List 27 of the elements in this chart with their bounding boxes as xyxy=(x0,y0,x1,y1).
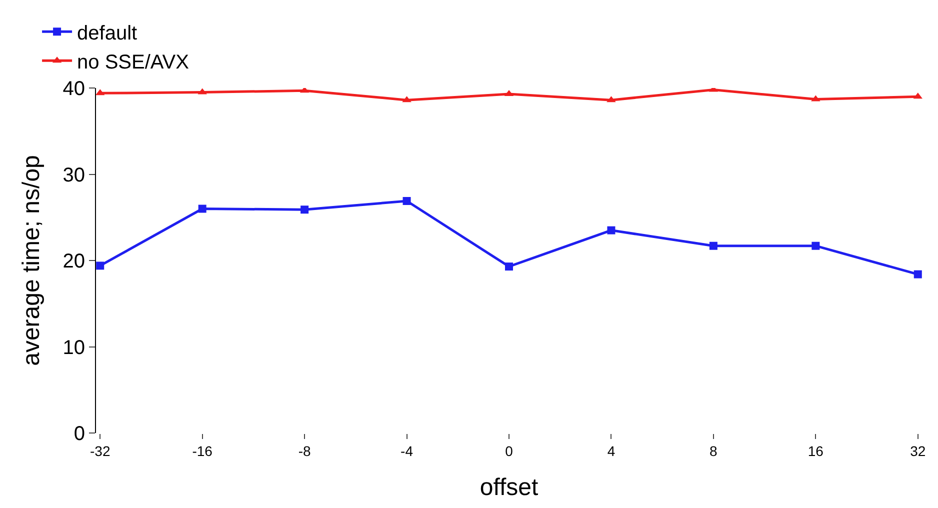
x-tick-label: -16 xyxy=(192,442,213,459)
legend-label: default xyxy=(77,22,138,44)
x-tick-label: 4 xyxy=(607,442,616,459)
legend-label: no SSE/AVX xyxy=(77,51,189,74)
point xyxy=(607,226,616,234)
point xyxy=(914,270,922,278)
y-tick-label: 30 xyxy=(62,164,85,186)
x-tick-label: 32 xyxy=(910,442,926,459)
y-axis-title: average time; ns/op xyxy=(18,155,45,366)
point xyxy=(402,196,411,205)
y-tick-label: 20 xyxy=(62,250,85,272)
point xyxy=(300,206,309,214)
x-tick-label: 8 xyxy=(710,442,718,459)
x-tick-label: -32 xyxy=(90,442,110,459)
point xyxy=(505,262,513,271)
point xyxy=(812,242,820,250)
y-tick-label: 40 xyxy=(62,78,85,100)
x-tick-label: 0 xyxy=(505,442,514,459)
y-tick-label: 10 xyxy=(62,336,85,359)
x-axis-title: offset xyxy=(480,474,538,502)
point xyxy=(709,242,718,250)
point xyxy=(198,204,206,213)
x-tick-label: 16 xyxy=(808,442,824,459)
point xyxy=(96,262,104,270)
x-tick-label: -8 xyxy=(298,442,311,459)
y-tick-label: 0 xyxy=(74,423,85,445)
x-tick-label: -4 xyxy=(400,442,414,459)
